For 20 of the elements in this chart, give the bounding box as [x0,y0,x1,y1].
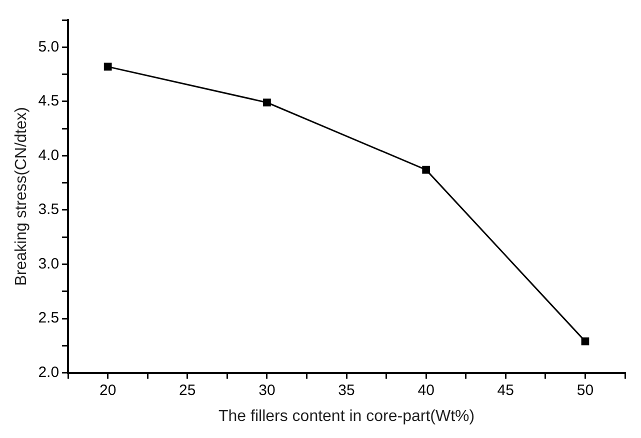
y-tick-label: 4.5 [38,92,60,110]
x-tick-label: 35 [338,382,355,399]
x-tick-label: 20 [99,382,116,399]
x-tick-label: 45 [497,382,514,399]
y-tick-label: 3.0 [38,255,60,272]
x-axis-title: The fillers content in core-part(Wt%) [218,408,475,425]
y-tick-label: 2.5 [38,310,60,327]
y-axis-title: Breaking stress(CN/dtex) [13,107,30,286]
x-tick-label: 50 [576,382,594,399]
point [263,98,271,106]
x-tick-label: 40 [418,382,434,399]
point [104,62,112,71]
point [581,337,590,346]
x-tick-label: 30 [258,382,276,399]
y-tick-label: 2.0 [38,364,60,381]
x-tick-label: 25 [179,382,196,399]
y-tick-label: 4.0 [38,146,60,164]
point [422,166,430,174]
y-tick-label: 3.5 [38,201,60,218]
y-tick-label: 5.0 [38,38,60,56]
